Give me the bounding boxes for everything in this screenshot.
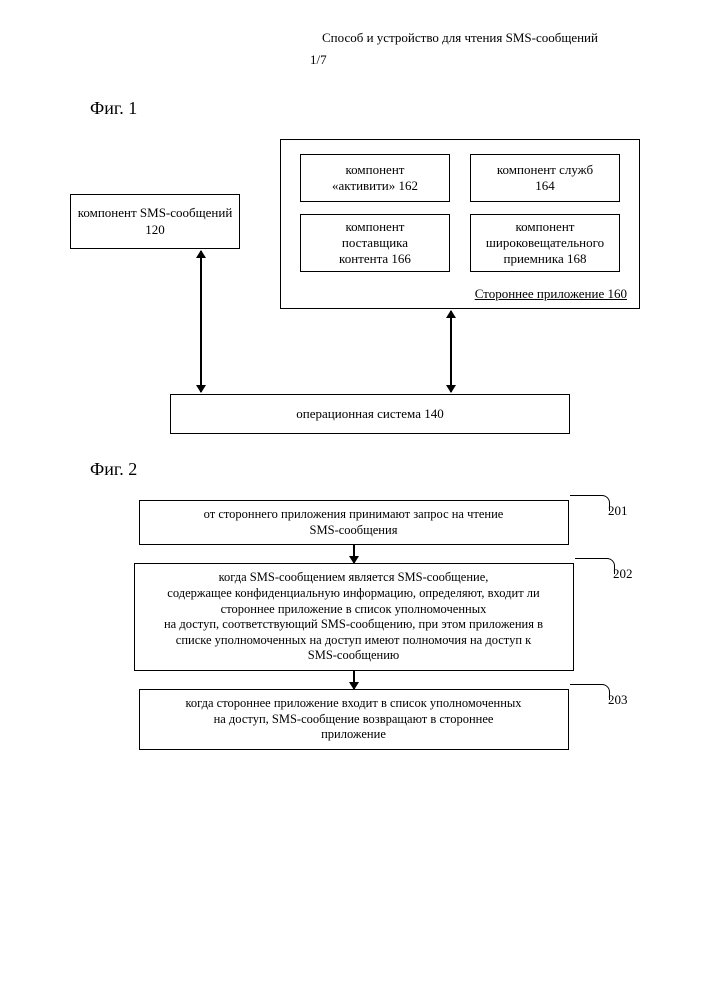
- flow-arrow-1: [353, 545, 355, 563]
- step-201-number: 201: [608, 503, 628, 519]
- page-title: Способ и устройство для чтения SMS-сообщ…: [310, 30, 610, 46]
- callout-connector: [575, 558, 615, 574]
- broadcast-receiver-component-box: компонентшироковещательногоприемника 168: [470, 214, 620, 272]
- figure-2-label: Фиг. 2: [90, 459, 657, 480]
- operating-system-box: операционная система 140: [170, 394, 570, 434]
- double-arrow-sms-os: [200, 251, 202, 392]
- figure-2-flowchart: от стороннего приложения принимают запро…: [84, 500, 624, 750]
- content-provider-component-box: компонентпоставщикаконтента 166: [300, 214, 450, 272]
- callout-connector: [570, 495, 610, 511]
- flow-arrow-2: [353, 671, 355, 689]
- flowchart-step-203: когда стороннее приложение входит в спис…: [139, 689, 569, 750]
- step-201-text: от стороннего приложения принимают запро…: [204, 507, 504, 537]
- activity-component-box: компонент«активити» 162: [300, 154, 450, 202]
- figure-1-label: Фиг. 1: [90, 98, 657, 119]
- step-203-text: когда стороннее приложение входит в спис…: [185, 696, 521, 741]
- page-number: 1/7: [310, 52, 657, 68]
- figure-1-diagram: компонент SMS-сообщений120 Стороннее при…: [50, 139, 657, 449]
- step-203-number: 203: [608, 692, 628, 708]
- step-202-number: 202: [613, 566, 633, 582]
- flowchart-step-201: от стороннего приложения принимают запро…: [139, 500, 569, 545]
- flowchart-step-202: когда SMS-сообщением является SMS-сообще…: [134, 563, 574, 671]
- third-party-app-label: Стороннее приложение 160: [475, 286, 627, 302]
- services-component-box: компонент служб164: [470, 154, 620, 202]
- step-202-text: когда SMS-сообщением является SMS-сообще…: [164, 570, 543, 662]
- callout-connector: [570, 684, 610, 700]
- sms-component-box: компонент SMS-сообщений120: [70, 194, 240, 249]
- double-arrow-app-os: [450, 311, 452, 392]
